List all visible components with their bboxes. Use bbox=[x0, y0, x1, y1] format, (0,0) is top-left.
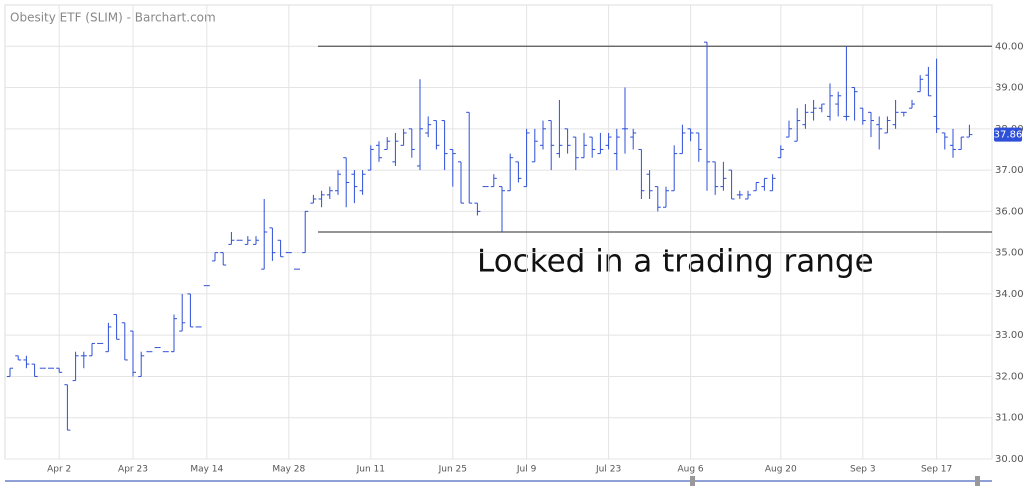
chart-title: Obesity ETF (SLIM) - Barchart.com bbox=[10, 11, 216, 25]
annotation: Locked in a trading range bbox=[477, 244, 874, 280]
x-tick-label: Jul 23 bbox=[595, 465, 621, 475]
x-tick-label: Aug 6 bbox=[678, 465, 704, 475]
y-tick-label: 30.00 bbox=[995, 454, 1024, 465]
x-tick-label: Apr 23 bbox=[118, 465, 148, 475]
x-tick-label: Aug 20 bbox=[765, 465, 797, 475]
y-tick-label: 36.00 bbox=[995, 206, 1024, 217]
x-tick-label: Jun 25 bbox=[438, 465, 467, 475]
x-tick-label: Jun 11 bbox=[356, 465, 385, 475]
y-tick-label: 34.00 bbox=[995, 289, 1024, 300]
last-price-box bbox=[994, 127, 1022, 142]
y-tick-label: 35.00 bbox=[995, 248, 1024, 259]
y-tick-label: 39.00 bbox=[995, 83, 1024, 94]
x-tick-label: Sep 3 bbox=[850, 465, 876, 475]
y-tick-label: 33.00 bbox=[995, 330, 1024, 341]
y-tick-label: 37.00 bbox=[995, 165, 1024, 176]
y-tick-label: 31.00 bbox=[995, 413, 1024, 424]
scroll-handle[interactable] bbox=[975, 476, 980, 486]
x-tick-label: Apr 2 bbox=[47, 465, 71, 475]
y-tick-label: 32.00 bbox=[995, 371, 1024, 382]
x-tick-label: May 28 bbox=[272, 465, 305, 475]
x-tick-label: Jul 9 bbox=[516, 465, 537, 475]
x-tick-label: May 14 bbox=[190, 465, 223, 475]
scroll-handle[interactable] bbox=[690, 476, 695, 486]
y-tick-label: 40.00 bbox=[995, 41, 1024, 52]
last-price-label: 37.86 bbox=[994, 130, 1023, 141]
x-tick-label: Sep 17 bbox=[921, 465, 952, 475]
